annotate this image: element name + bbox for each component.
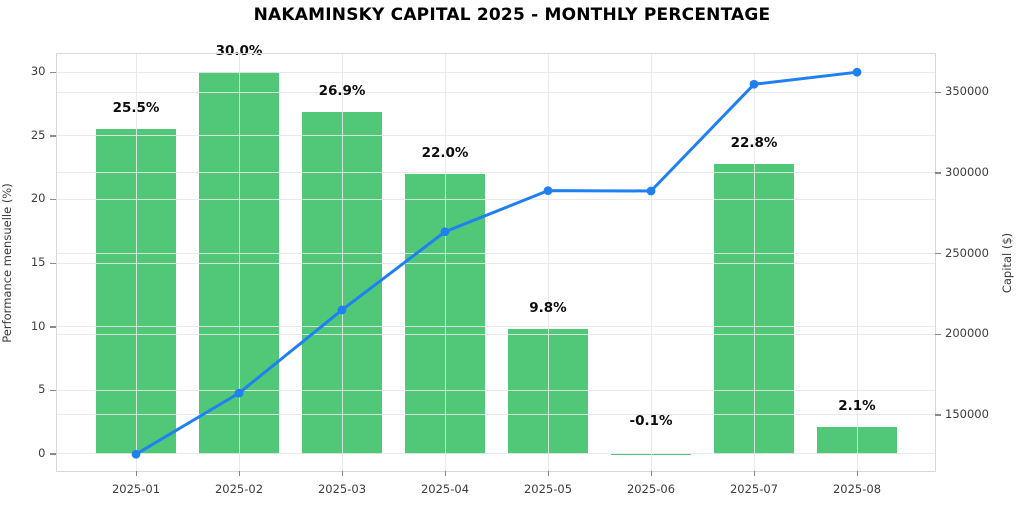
y-tick-mark-left <box>49 262 56 264</box>
x-tick-label: 2025-07 <box>729 481 779 496</box>
y-tick-mark-left <box>49 326 56 328</box>
x-tick-label: 2025-02 <box>214 481 264 496</box>
capital-line <box>135 70 858 456</box>
gridline-horizontal <box>55 333 935 335</box>
gridline-horizontal <box>55 414 935 416</box>
capital-data-point <box>543 186 553 196</box>
gridline-horizontal <box>55 262 935 264</box>
x-tick-mark <box>238 470 240 476</box>
gridline-vertical <box>444 53 446 471</box>
x-tick-mark <box>444 470 446 476</box>
gridline-horizontal <box>55 91 935 93</box>
x-tick-label: 2025-01 <box>111 481 161 496</box>
bar-value-label: 9.8% <box>529 300 567 317</box>
x-tick-label: 2025-05 <box>523 481 573 496</box>
y-tick-label-left: 0 <box>38 445 46 460</box>
bar-value-label: -0.1% <box>629 412 673 429</box>
x-tick-mark <box>341 470 343 476</box>
y-tick-mark-left <box>49 198 56 201</box>
y-tick-label-left: 20 <box>30 191 46 206</box>
y-tick-label-left: 5 <box>38 382 46 397</box>
x-tick-mark <box>753 470 755 476</box>
gridline-horizontal <box>55 172 935 174</box>
gridline-vertical <box>238 53 240 471</box>
x-tick-mark <box>547 470 549 476</box>
y-tick-mark-left <box>49 135 56 137</box>
x-tick-label: 2025-06 <box>626 481 676 496</box>
capital-data-point <box>749 79 759 89</box>
gridline-vertical <box>650 53 652 471</box>
y-tick-label-right: 150000 <box>945 406 989 421</box>
y-tick-mark-right <box>935 414 941 416</box>
y-tick-label-left: 10 <box>30 318 46 333</box>
gridline-horizontal <box>55 253 935 255</box>
gridline-vertical <box>753 53 755 471</box>
x-tick-mark <box>650 470 652 476</box>
gridline-horizontal <box>55 389 935 391</box>
y-tick-mark-left <box>49 71 56 73</box>
bar-value-label: 26.9% <box>318 82 366 99</box>
x-tick-label: 2025-03 <box>317 481 367 496</box>
gridline-horizontal <box>55 326 935 328</box>
gridline-horizontal <box>55 71 935 73</box>
capital-data-point <box>440 227 450 237</box>
y-tick-mark-right <box>935 172 941 174</box>
y-tick-label-right: 350000 <box>945 84 989 99</box>
x-tick-label: 2025-04 <box>420 481 470 496</box>
gridline-vertical <box>547 53 549 471</box>
gridline-horizontal <box>55 198 935 200</box>
y-tick-label-left: 15 <box>30 255 46 270</box>
bar-value-label: 2.1% <box>838 398 876 415</box>
y-tick-label-left: 25 <box>30 127 46 142</box>
y-tick-label-right: 300000 <box>945 164 989 179</box>
bar-value-label: 22.0% <box>421 144 469 161</box>
y-tick-mark-right <box>935 253 941 255</box>
y-tick-label-right: 250000 <box>945 245 989 260</box>
gridline-horizontal <box>55 135 935 137</box>
bar-value-label: 25.5% <box>112 100 160 117</box>
bar-value-label: 30.0% <box>215 43 263 60</box>
x-tick-mark <box>856 470 858 476</box>
y-tick-mark-right <box>935 333 941 336</box>
y-tick-mark-right <box>935 91 941 94</box>
x-tick-mark <box>135 470 137 476</box>
gridline-horizontal <box>55 453 935 455</box>
y-tick-mark-left <box>49 453 56 455</box>
gridline-vertical <box>135 53 137 471</box>
gridline-vertical <box>856 53 858 471</box>
capital-data-point <box>852 67 862 77</box>
chart-title: NAKAMINSKY CAPITAL 2025 - MONTHLY PERCEN… <box>253 5 771 25</box>
capital-data-point <box>234 388 244 398</box>
capital-data-point <box>337 305 347 315</box>
capital-data-point <box>131 449 141 459</box>
y-tick-label-left: 30 <box>30 64 46 79</box>
y-tick-mark-left <box>49 389 56 392</box>
x-tick-label: 2025-08 <box>832 481 882 496</box>
y-tick-label-right: 200000 <box>945 326 989 341</box>
gridline-vertical <box>341 53 343 471</box>
bar-value-label: 22.8% <box>730 134 778 151</box>
capital-data-point <box>646 186 656 196</box>
